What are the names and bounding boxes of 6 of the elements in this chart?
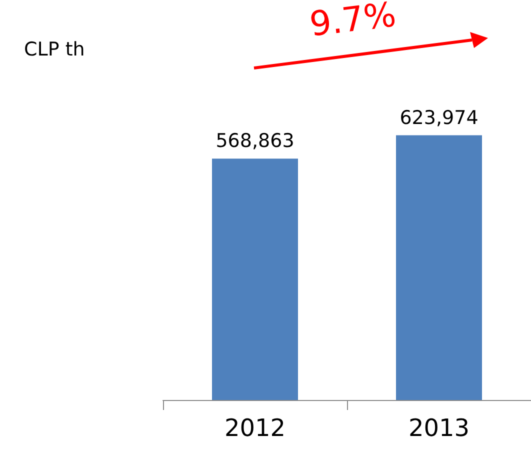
data-label: 623,974	[400, 106, 478, 129]
text: CLP th	[24, 38, 85, 60]
x-tick-label: 2013	[408, 414, 470, 442]
x-tick-label: 2012	[224, 414, 286, 442]
data-label: 568,863	[216, 130, 294, 152]
text: 9.7%	[308, 0, 398, 45]
